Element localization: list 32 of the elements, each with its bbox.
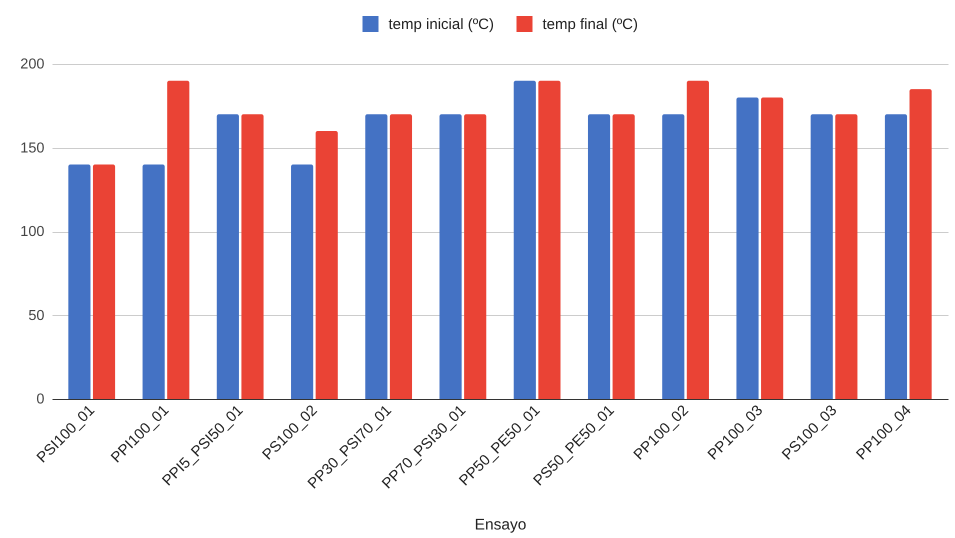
y-tick-label: 200 [20, 56, 44, 72]
bar [686, 80, 709, 399]
bar [810, 114, 833, 399]
bar [365, 114, 388, 399]
bar [761, 98, 784, 399]
legend-label: temp inicial (ºC) [388, 16, 494, 33]
bar [464, 114, 486, 399]
bar [142, 164, 165, 399]
legend-label: temp final (ºC) [542, 16, 638, 33]
bar [736, 98, 759, 399]
bar [92, 164, 116, 399]
y-tick-label: 100 [20, 224, 44, 240]
bar [910, 89, 932, 399]
bar [390, 114, 412, 399]
bar [216, 114, 239, 399]
bar [835, 114, 858, 399]
bar [291, 164, 314, 399]
y-tick-label: 50 [28, 308, 44, 324]
bar [167, 80, 190, 399]
bar [241, 114, 264, 399]
x-axis-title: Ensayo [474, 516, 526, 534]
bar [662, 114, 684, 399]
bar [514, 80, 536, 399]
bar [538, 80, 560, 399]
bar [316, 131, 338, 399]
bar [68, 164, 90, 399]
bar [440, 114, 462, 399]
bar [612, 114, 635, 399]
y-tick-label: 150 [20, 140, 44, 156]
bar [588, 114, 610, 399]
y-tick-label: 0 [36, 392, 44, 408]
bar [884, 114, 908, 399]
